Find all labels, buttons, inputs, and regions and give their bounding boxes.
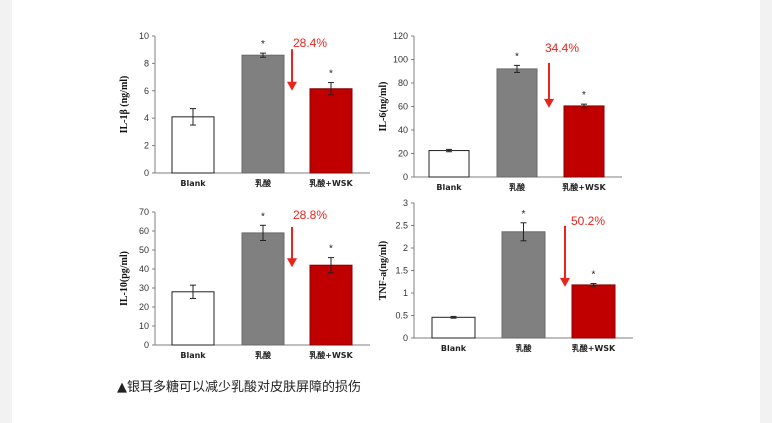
significance-marker: *: [582, 90, 586, 101]
x-category-label: Blank: [441, 344, 467, 353]
bar-乳酸: [241, 54, 285, 174]
y-tick-label: 1.5: [395, 266, 408, 276]
reduction-percentage: 28.8%: [293, 208, 327, 222]
chart-panel-2: 0 20 40 60 80 100 120 IL-6(ng/ml) Blank * 乳酸 * 乳酸+WS…: [378, 31, 622, 192]
x-category-label: 乳酸+WSK: [562, 182, 606, 192]
x-category-label: 乳酸+WSK: [309, 350, 353, 360]
x-category-label: 乳酸+WSK: [572, 343, 616, 353]
article-card: 0 2 4 6 8 10 IL-1β (ng/ml) Blank * 乳酸 * 乳酸+WSK 28.4%…: [12, 0, 760, 423]
chart-panel-3: 0 10 20 30 40 50 60 70 IL-10(pg/ml) Blank * 乳酸 * 乳酸+W…: [119, 207, 370, 360]
significance-marker: *: [592, 270, 596, 281]
y-tick-label: 0: [403, 172, 408, 182]
y-tick-label: 10: [139, 321, 149, 331]
x-category-label: 乳酸: [255, 350, 272, 360]
y-tick-label: 0.5: [395, 311, 408, 321]
x-category-label: Blank: [180, 351, 206, 360]
y-tick-label: 40: [398, 125, 408, 135]
x-category-label: Blank: [436, 183, 462, 192]
y-tick-label: 10: [139, 31, 149, 41]
y-tick-label: 3: [403, 198, 408, 208]
x-category-label: 乳酸+WSK: [309, 178, 353, 188]
y-tick-label: 60: [139, 226, 149, 236]
y-tick-label: 120: [393, 31, 408, 41]
y-tick-label: 70: [139, 207, 149, 217]
significance-marker: *: [522, 209, 526, 220]
bar-乳酸: [241, 232, 285, 346]
x-category-label: 乳酸: [255, 178, 272, 188]
x-category-label: 乳酸: [509, 182, 526, 192]
y-tick-label: 40: [139, 264, 149, 274]
y-tick-label: 6: [144, 86, 149, 96]
y-tick-label: 4: [144, 113, 149, 123]
y-tick-label: 1: [403, 288, 408, 298]
significance-marker: *: [515, 51, 519, 62]
y-tick-label: 20: [398, 149, 408, 159]
y-tick-label: 50: [139, 245, 149, 255]
y-axis-title: IL-10(pg/ml): [119, 251, 130, 306]
bar-乳酸+WSK: [309, 88, 353, 174]
y-tick-label: 8: [144, 58, 149, 68]
y-tick-label: 2: [144, 141, 149, 151]
significance-marker: *: [261, 39, 265, 50]
reduction-arrow-head: [287, 81, 297, 91]
reduction-arrow-head: [287, 258, 297, 268]
significance-marker: *: [261, 211, 265, 222]
figure-caption: ▲银耳多糖可以减少乳酸对皮肤屏障的损伤: [117, 380, 361, 395]
bar-乳酸: [496, 68, 538, 178]
chart-panel-1: 0 2 4 6 8 10 IL-1β (ng/ml) Blank * 乳酸 * 乳酸+WSK 28.4%: [119, 31, 370, 188]
reduction-percentage: 28.4%: [293, 36, 327, 50]
bar-Blank: [171, 291, 215, 346]
reduction-percentage: 50.2%: [571, 214, 605, 228]
bar-Blank: [171, 116, 215, 174]
bar-乳酸+WSK: [309, 264, 353, 346]
y-tick-label: 0: [144, 340, 149, 350]
y-axis-title: TNF-a(ng/ml): [378, 241, 389, 300]
bar-乳酸: [501, 231, 546, 339]
bar-乳酸+WSK: [571, 284, 616, 339]
y-tick-label: 30: [139, 283, 149, 293]
y-axis-title: IL-6(ng/ml): [378, 82, 389, 132]
reduction-arrow-head: [560, 277, 570, 287]
reduction-arrow-head: [544, 98, 554, 108]
chart-panel-4: 0 0.5 1 1.5 2 2.5 3 TNF-a(ng/ml) Blank * 乳酸 * 乳酸+WSK…: [378, 198, 633, 353]
y-tick-label: 2.5: [395, 221, 408, 231]
y-tick-label: 2: [403, 243, 408, 253]
significance-marker: *: [329, 69, 333, 80]
x-category-label: Blank: [180, 179, 206, 188]
bar-乳酸+WSK: [563, 105, 605, 178]
y-tick-label: 60: [398, 102, 408, 112]
y-tick-label: 20: [139, 302, 149, 312]
bar-Blank: [431, 316, 476, 339]
y-tick-label: 0: [403, 333, 408, 343]
significance-marker: *: [329, 244, 333, 255]
reduction-percentage: 34.4%: [545, 41, 579, 55]
y-tick-label: 0: [144, 168, 149, 178]
x-category-label: 乳酸: [516, 343, 533, 353]
y-axis-title: IL-1β (ng/ml): [119, 76, 130, 134]
y-tick-label: 80: [398, 78, 408, 88]
bar-Blank: [428, 150, 470, 178]
y-tick-label: 100: [393, 55, 408, 65]
